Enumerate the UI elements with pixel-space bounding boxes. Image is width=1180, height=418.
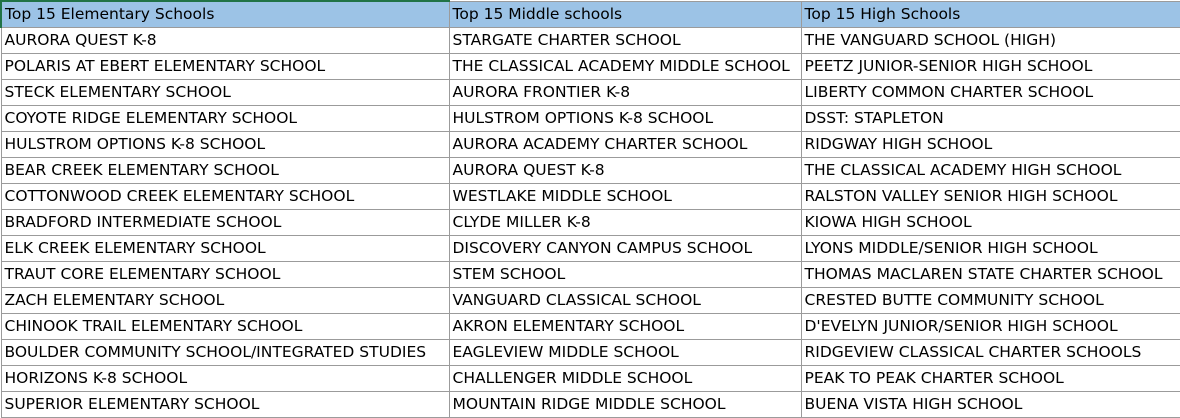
table-row: CHINOOK TRAIL ELEMENTARY SCHOOL AKRON ELE… xyxy=(0,313,1180,340)
header-row: Top 15 Elementary Schools Top 15 Middle … xyxy=(0,0,1180,28)
table-row: POLARIS AT EBERT ELEMENTARY SCHOOL THE CL… xyxy=(0,53,1180,80)
table-row: BOULDER COMMUNITY SCHOOL/INTEGRATED STUD… xyxy=(0,339,1180,366)
table-body: AURORA QUEST K-8 STARGATE CHARTER SCHOOL T… xyxy=(0,27,1180,418)
header-cell-elementary[interactable]: Top 15 Elementary Schools xyxy=(0,0,450,28)
cell-middle[interactable]: DISCOVERY CANYON CAMPUS SCHOOL xyxy=(448,235,802,262)
table-row: BRADFORD INTERMEDIATE SCHOOL CLYDE MILLER… xyxy=(0,209,1180,236)
cell-middle[interactable]: EAGLEVIEW MIDDLE SCHOOL xyxy=(448,339,802,366)
table-row: ELK CREEK ELEMENTARY SCHOOL DISCOVERY CAN… xyxy=(0,235,1180,262)
cell-middle[interactable]: CHALLENGER MIDDLE SCHOOL xyxy=(448,365,802,392)
cell-high[interactable]: LYONS MIDDLE/SENIOR HIGH SCHOOL xyxy=(800,235,1180,262)
table-row: AURORA QUEST K-8 STARGATE CHARTER SCHOOL T… xyxy=(0,27,1180,54)
cell-middle[interactable]: AURORA QUEST K-8 xyxy=(448,157,802,184)
cell-elementary[interactable]: BRADFORD INTERMEDIATE SCHOOL xyxy=(0,209,450,236)
cell-high[interactable]: LIBERTY COMMON CHARTER SCHOOL xyxy=(800,79,1180,106)
cell-middle[interactable]: AKRON ELEMENTARY SCHOOL xyxy=(448,313,802,340)
header-cell-middle[interactable]: Top 15 Middle schools xyxy=(448,0,802,28)
cell-middle[interactable]: CLYDE MILLER K-8 xyxy=(448,209,802,236)
cell-middle[interactable]: HULSTROM OPTIONS K-8 SCHOOL xyxy=(448,105,802,132)
cell-elementary[interactable]: BOULDER COMMUNITY SCHOOL/INTEGRATED STUD… xyxy=(0,339,450,366)
table-row: SUPERIOR ELEMENTARY SCHOOL MOUNTAIN RIDGE… xyxy=(0,391,1180,418)
cell-high[interactable]: RIDGWAY HIGH SCHOOL xyxy=(800,131,1180,158)
cell-high[interactable]: THE CLASSICAL ACADEMY HIGH SCHOOL xyxy=(800,157,1180,184)
table-row: HORIZONS K-8 SCHOOL CHALLENGER MIDDLE SCH… xyxy=(0,365,1180,392)
cell-elementary[interactable]: CHINOOK TRAIL ELEMENTARY SCHOOL xyxy=(0,313,450,340)
cell-elementary[interactable]: STECK ELEMENTARY SCHOOL xyxy=(0,79,450,106)
cell-elementary[interactable]: AURORA QUEST K-8 xyxy=(0,27,450,54)
table-row: ZACH ELEMENTARY SCHOOL VANGUARD CLASSICAL… xyxy=(0,287,1180,314)
cell-middle[interactable]: WESTLAKE MIDDLE SCHOOL xyxy=(448,183,802,210)
cell-high[interactable]: THE VANGUARD SCHOOL (HIGH) xyxy=(800,27,1180,54)
table-row: COYOTE RIDGE ELEMENTARY SCHOOL HULSTROM O… xyxy=(0,105,1180,132)
cell-elementary[interactable]: COYOTE RIDGE ELEMENTARY SCHOOL xyxy=(0,105,450,132)
cell-high[interactable]: BUENA VISTA HIGH SCHOOL xyxy=(800,391,1180,418)
cell-elementary[interactable]: HORIZONS K-8 SCHOOL xyxy=(0,365,450,392)
table-row: BEAR CREEK ELEMENTARY SCHOOL AURORA QUEST… xyxy=(0,157,1180,184)
cell-elementary[interactable]: POLARIS AT EBERT ELEMENTARY SCHOOL xyxy=(0,53,450,80)
header-cell-high[interactable]: Top 15 High Schools xyxy=(800,0,1180,28)
cell-elementary[interactable]: COTTONWOOD CREEK ELEMENTARY SCHOOL xyxy=(0,183,450,210)
cell-high[interactable]: RIDGEVIEW CLASSICAL CHARTER SCHOOLS xyxy=(800,339,1180,366)
cell-middle[interactable]: AURORA FRONTIER K-8 xyxy=(448,79,802,106)
table-row: TRAUT CORE ELEMENTARY SCHOOL STEM SCHOOL T… xyxy=(0,261,1180,288)
table-row: HULSTROM OPTIONS K-8 SCHOOL AURORA ACADEM… xyxy=(0,131,1180,158)
cell-middle[interactable]: AURORA ACADEMY CHARTER SCHOOL xyxy=(448,131,802,158)
cell-high[interactable]: D'EVELYN JUNIOR/SENIOR HIGH SCHOOL xyxy=(800,313,1180,340)
cell-elementary[interactable]: ELK CREEK ELEMENTARY SCHOOL xyxy=(0,235,450,262)
cell-elementary[interactable]: HULSTROM OPTIONS K-8 SCHOOL xyxy=(0,131,450,158)
cell-high[interactable]: CRESTED BUTTE COMMUNITY SCHOOL xyxy=(800,287,1180,314)
cell-high[interactable]: DSST: STAPLETON xyxy=(800,105,1180,132)
cell-middle[interactable]: MOUNTAIN RIDGE MIDDLE SCHOOL xyxy=(448,391,802,418)
table-row: COTTONWOOD CREEK ELEMENTARY SCHOOL WESTLA… xyxy=(0,183,1180,210)
cell-elementary[interactable]: TRAUT CORE ELEMENTARY SCHOOL xyxy=(0,261,450,288)
cell-middle[interactable]: THE CLASSICAL ACADEMY MIDDLE SCHOOL xyxy=(448,53,802,80)
cell-elementary[interactable]: ZACH ELEMENTARY SCHOOL xyxy=(0,287,450,314)
cell-middle[interactable]: STARGATE CHARTER SCHOOL xyxy=(448,27,802,54)
cell-high[interactable]: PEAK TO PEAK CHARTER SCHOOL xyxy=(800,365,1180,392)
cell-high[interactable]: THOMAS MACLAREN STATE CHARTER SCHOOL xyxy=(800,261,1180,288)
cell-high[interactable]: PEETZ JUNIOR-SENIOR HIGH SCHOOL xyxy=(800,53,1180,80)
cell-elementary[interactable]: SUPERIOR ELEMENTARY SCHOOL xyxy=(0,391,450,418)
cell-high[interactable]: KIOWA HIGH SCHOOL xyxy=(800,209,1180,236)
cell-middle[interactable]: STEM SCHOOL xyxy=(448,261,802,288)
cell-middle[interactable]: VANGUARD CLASSICAL SCHOOL xyxy=(448,287,802,314)
table-row: STECK ELEMENTARY SCHOOL AURORA FRONTIER K… xyxy=(0,79,1180,106)
cell-high[interactable]: RALSTON VALLEY SENIOR HIGH SCHOOL xyxy=(800,183,1180,210)
cell-elementary[interactable]: BEAR CREEK ELEMENTARY SCHOOL xyxy=(0,157,450,184)
